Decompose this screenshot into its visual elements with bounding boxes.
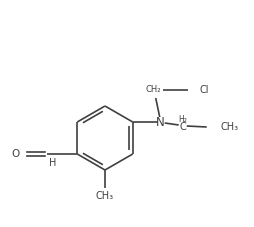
Text: O: O [11,149,19,159]
Text: CH₃: CH₃ [220,122,238,132]
Text: Cl: Cl [199,85,208,95]
Text: H₂: H₂ [178,114,186,123]
Text: N: N [156,116,164,128]
Text: CH₃: CH₃ [96,191,114,201]
Text: CH₂: CH₂ [145,86,161,94]
Text: C: C [179,122,185,132]
Text: H: H [49,158,56,168]
